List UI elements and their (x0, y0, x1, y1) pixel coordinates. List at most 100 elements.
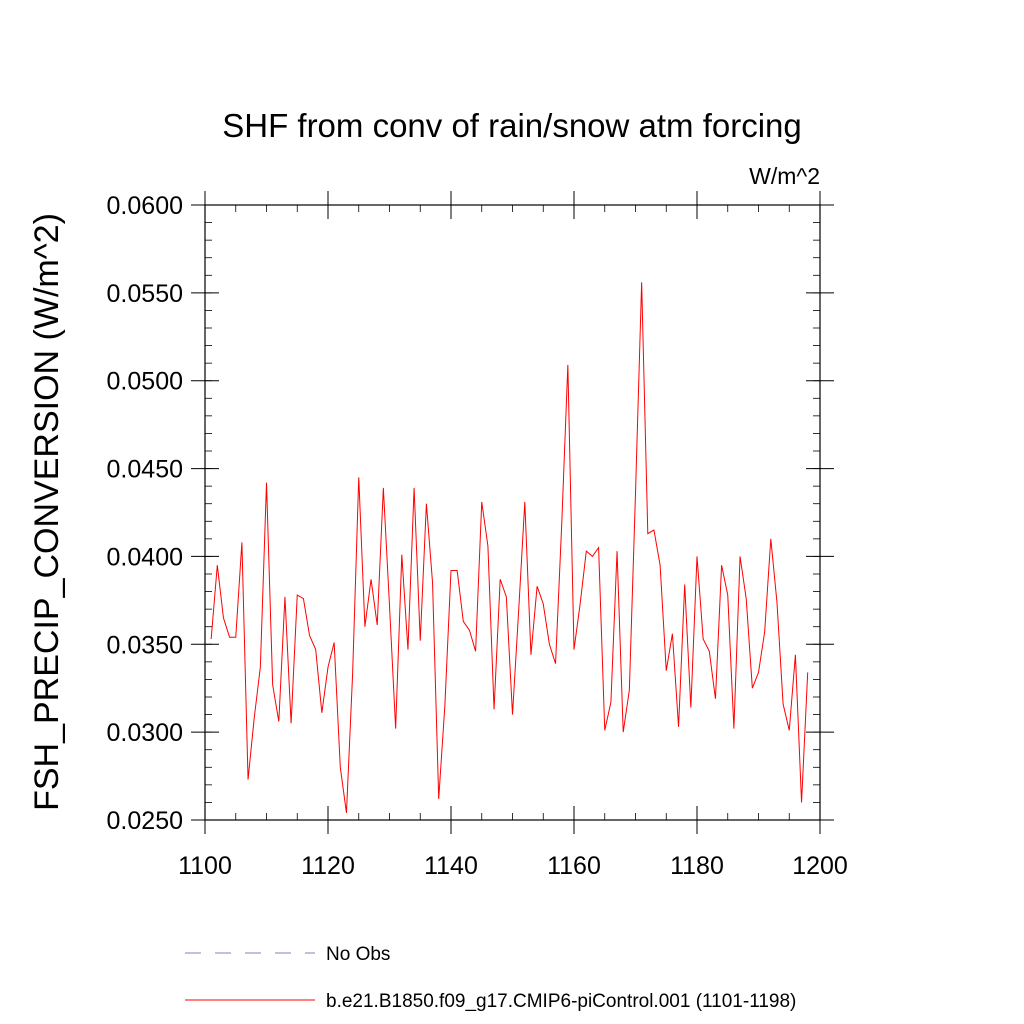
y-tick-label: 0.0450 (107, 456, 183, 484)
data-point (665, 669, 667, 671)
y-tick-label: 0.0350 (107, 631, 183, 659)
data-point (684, 583, 686, 585)
data-point (278, 720, 280, 722)
data-point (634, 492, 636, 494)
data-point (745, 597, 747, 599)
data-point (751, 687, 753, 689)
plot-frame (204, 204, 821, 821)
data-point (788, 729, 790, 731)
data-point (677, 726, 679, 728)
x-tick-label: 1200 (792, 852, 848, 880)
data-point (708, 650, 710, 652)
major-ticks (191, 191, 834, 834)
data-point (462, 620, 464, 622)
y-tick-label: 0.0400 (107, 543, 183, 571)
data-point (542, 603, 544, 605)
data-point (259, 666, 261, 668)
data-point (210, 638, 212, 640)
data-point (647, 532, 649, 534)
data-point (327, 666, 329, 668)
x-tick-label: 1120 (301, 852, 355, 880)
legend-label-no-obs: No Obs (326, 944, 390, 965)
data-point (481, 501, 483, 503)
data-point (407, 648, 409, 650)
data-point (794, 654, 796, 656)
data-point (517, 610, 519, 612)
data-point (511, 713, 513, 715)
data-point (370, 578, 372, 580)
data-point (450, 569, 452, 571)
data-point (358, 476, 360, 478)
data-point (628, 689, 630, 691)
series-line (210, 282, 809, 814)
data-point (554, 662, 556, 664)
x-tick-label: 1160 (547, 852, 601, 880)
data-point (474, 650, 476, 652)
data-point (271, 684, 273, 686)
data-point (265, 481, 267, 483)
data-point (468, 629, 470, 631)
data-point (696, 555, 698, 557)
data-point (345, 812, 347, 814)
data-point (351, 673, 353, 675)
data-point (444, 705, 446, 707)
data-point (296, 594, 298, 596)
data-point (241, 541, 243, 543)
data-point (640, 281, 642, 283)
data-point (456, 569, 458, 571)
data-point (339, 766, 341, 768)
data-point (505, 596, 507, 598)
data-point (659, 564, 661, 566)
data-point (573, 648, 575, 650)
data-point (493, 708, 495, 710)
legend-label-series: b.e21.B1850.f09_g17.CMIP6-piControl.001 … (326, 991, 796, 1012)
data-point (376, 624, 378, 626)
data-point (776, 601, 778, 603)
data-point (394, 727, 396, 729)
y-tick-label: 0.0600 (107, 192, 183, 220)
data-point (720, 564, 722, 566)
data-point (216, 564, 218, 566)
data-point (616, 550, 618, 552)
data-point (597, 546, 599, 548)
data-point (524, 501, 526, 503)
data-point (388, 604, 390, 606)
x-tick-label: 1180 (670, 852, 724, 880)
data-point (622, 731, 624, 733)
data-point (591, 555, 593, 557)
data-point (548, 643, 550, 645)
data-point (727, 594, 729, 596)
data-point (321, 712, 323, 714)
x-tick-labels: 1100 1120 1140 1160 1180 1200 (178, 852, 848, 880)
data-point (413, 487, 415, 489)
data-point (763, 631, 765, 633)
data-point (604, 729, 606, 731)
y-tick-labels: 0.0250 0.0300 0.0350 0.0400 0.0450 0.0500 0.05… (107, 192, 183, 835)
data-point (419, 640, 421, 642)
data-point (401, 553, 403, 555)
data-point (800, 801, 802, 803)
data-point (739, 555, 741, 557)
data-point (382, 487, 384, 489)
data-point (530, 654, 532, 656)
y-tick-label: 0.0300 (107, 719, 183, 747)
data-point (561, 524, 563, 526)
data-point (425, 503, 427, 505)
data-point (487, 545, 489, 547)
data-point (653, 529, 655, 531)
data-point (782, 703, 784, 705)
minor-ticks (204, 204, 821, 821)
data-point (333, 641, 335, 643)
data-point (610, 701, 612, 703)
data-point (315, 648, 317, 650)
data-point (567, 364, 569, 366)
data-point (235, 636, 237, 638)
data-point (536, 585, 538, 587)
data-point (247, 778, 249, 780)
data-point (438, 798, 440, 800)
data-point (807, 671, 809, 673)
data-point (714, 698, 716, 700)
series-layer (210, 281, 809, 814)
data-point (757, 671, 759, 673)
